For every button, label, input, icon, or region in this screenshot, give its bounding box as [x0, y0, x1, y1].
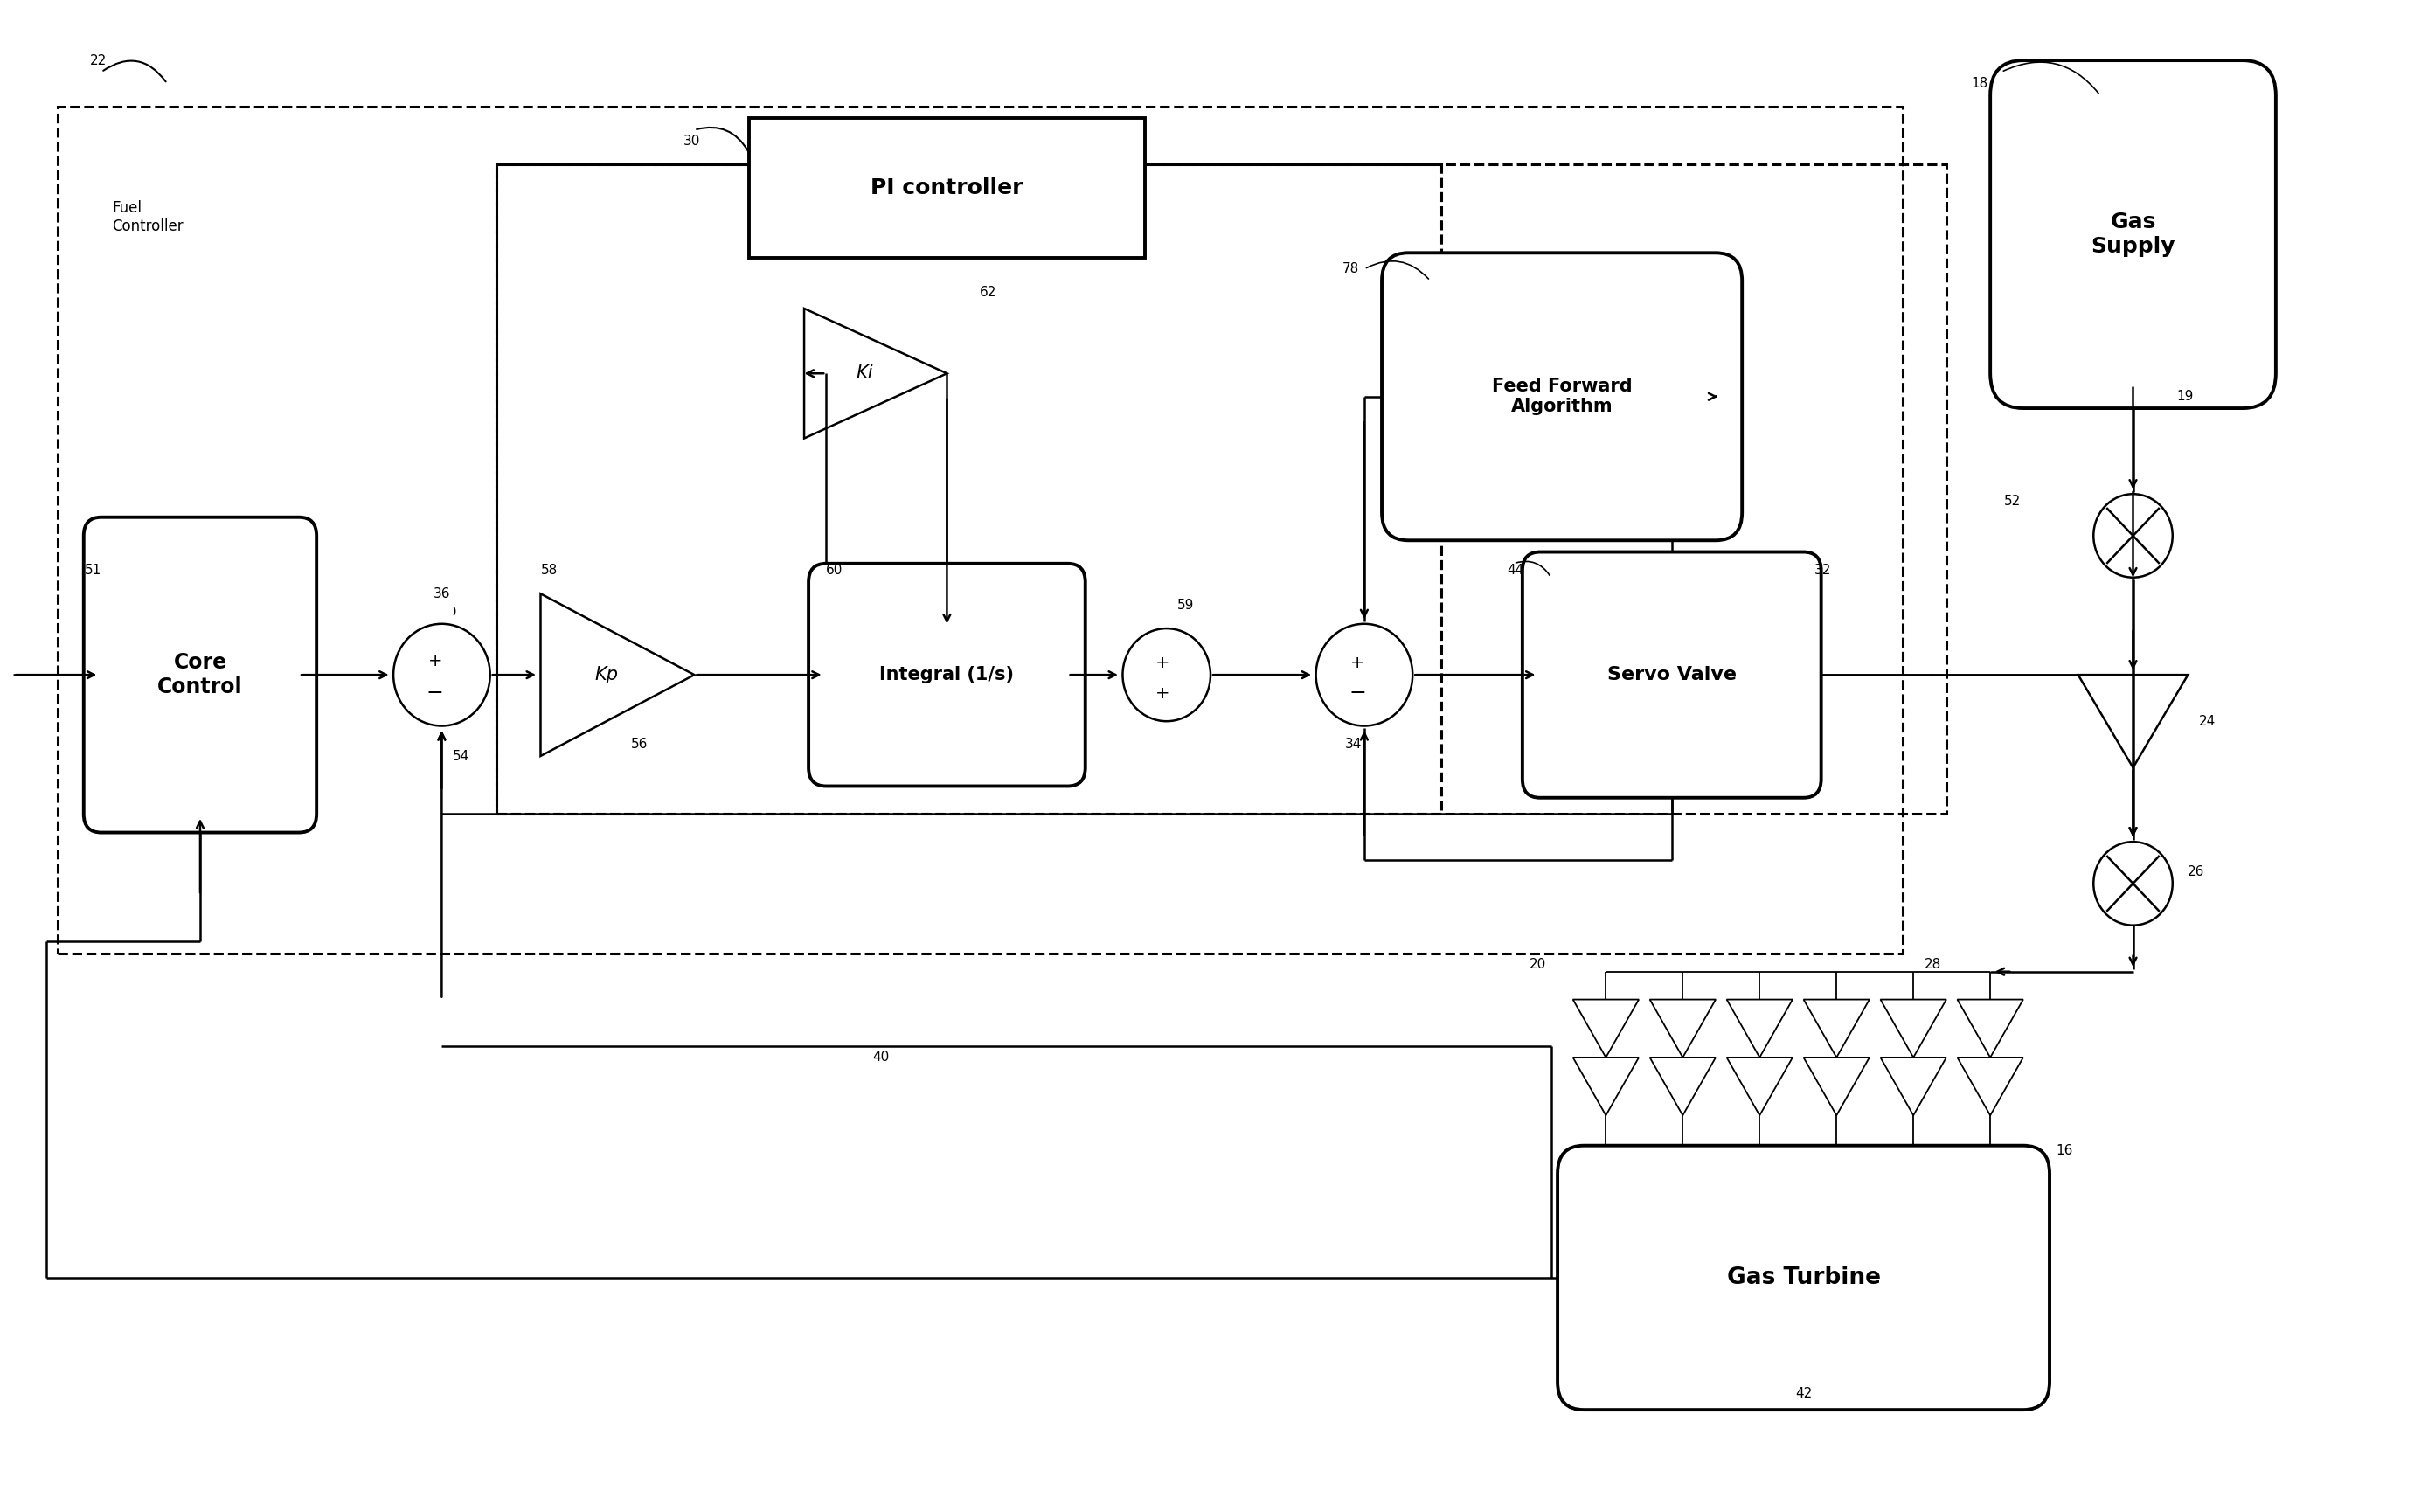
Text: 52: 52 — [2005, 494, 2022, 508]
Text: 30: 30 — [683, 135, 700, 148]
Text: 24: 24 — [2198, 715, 2215, 727]
Text: 42: 42 — [1794, 1387, 1811, 1400]
Text: Core
Control: Core Control — [157, 652, 242, 697]
Text: 44: 44 — [1506, 564, 1523, 578]
Text: 58: 58 — [540, 564, 557, 578]
FancyBboxPatch shape — [1557, 1146, 2051, 1409]
Text: 28: 28 — [1925, 959, 1942, 971]
Text: 60: 60 — [826, 564, 843, 578]
Text: 32: 32 — [1813, 564, 1830, 578]
Text: 78: 78 — [1341, 263, 1358, 275]
Text: 18: 18 — [1971, 77, 1988, 91]
Text: Fuel
Controller: Fuel Controller — [111, 201, 184, 234]
Text: Ki: Ki — [857, 364, 874, 383]
Text: Gas Turbine: Gas Turbine — [1726, 1267, 1881, 1290]
Text: Feed Forward
Algorithm: Feed Forward Algorithm — [1491, 378, 1632, 416]
Text: 26: 26 — [2189, 865, 2206, 878]
FancyBboxPatch shape — [85, 517, 317, 833]
FancyBboxPatch shape — [1382, 253, 1743, 540]
Text: 34: 34 — [1344, 738, 1361, 751]
Text: +: + — [429, 653, 443, 670]
Text: 36: 36 — [433, 587, 450, 600]
Text: 56: 56 — [632, 738, 649, 751]
Text: Servo Valve: Servo Valve — [1608, 667, 1736, 683]
Text: 16: 16 — [2055, 1143, 2072, 1157]
Text: 51: 51 — [85, 564, 102, 578]
Text: +: + — [1351, 655, 1365, 671]
FancyBboxPatch shape — [1523, 552, 1821, 798]
FancyBboxPatch shape — [1990, 60, 2276, 408]
Text: Kp: Kp — [596, 667, 617, 683]
Text: Integral (1/s): Integral (1/s) — [879, 667, 1014, 683]
Text: 22: 22 — [90, 54, 107, 67]
Text: PI controller: PI controller — [872, 177, 1024, 198]
Text: 54: 54 — [453, 750, 470, 762]
Text: 19: 19 — [2176, 390, 2193, 404]
Text: 62: 62 — [981, 286, 997, 299]
Text: 20: 20 — [1530, 959, 1547, 971]
FancyBboxPatch shape — [809, 564, 1085, 786]
Text: +: + — [1155, 655, 1169, 671]
Text: 40: 40 — [872, 1051, 889, 1064]
Bar — [748, 118, 1145, 257]
Text: 59: 59 — [1177, 599, 1194, 612]
Text: −: − — [426, 683, 443, 705]
Text: Gas
Supply: Gas Supply — [2092, 212, 2174, 257]
Text: −: − — [1348, 683, 1365, 705]
Text: +: + — [1155, 685, 1169, 702]
